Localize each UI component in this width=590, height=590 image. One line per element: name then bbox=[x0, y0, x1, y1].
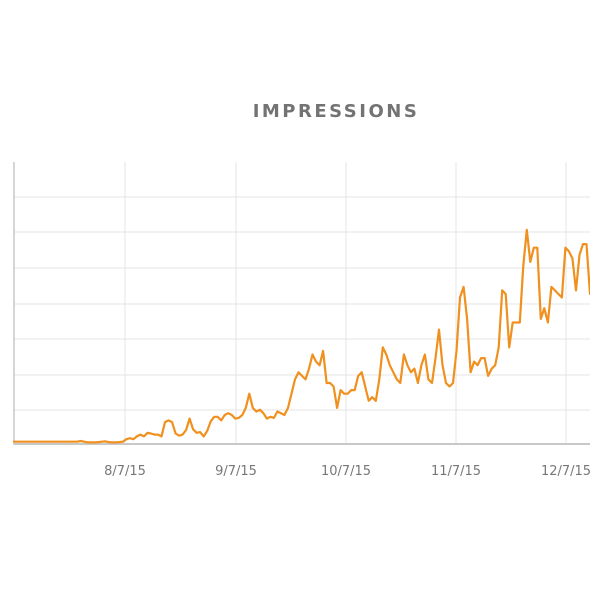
x-tick-label: 9/7/15 bbox=[215, 464, 257, 479]
x-tick-label: 8/7/15 bbox=[104, 464, 146, 479]
chart-title: IMPRESSIONS bbox=[252, 101, 420, 122]
x-tick-label: 10/7/15 bbox=[321, 464, 371, 479]
x-tick-label: 12/7/15 bbox=[541, 464, 590, 479]
x-tick-label: 11/7/15 bbox=[431, 464, 481, 479]
grid-lines bbox=[14, 162, 590, 445]
series-layer bbox=[12, 228, 590, 444]
x-tick-labels: 8/7/15 9/7/15 10/7/15 11/7/15 12/7/15 bbox=[104, 464, 590, 479]
axes bbox=[13, 162, 590, 445]
impressions-line bbox=[12, 228, 590, 444]
